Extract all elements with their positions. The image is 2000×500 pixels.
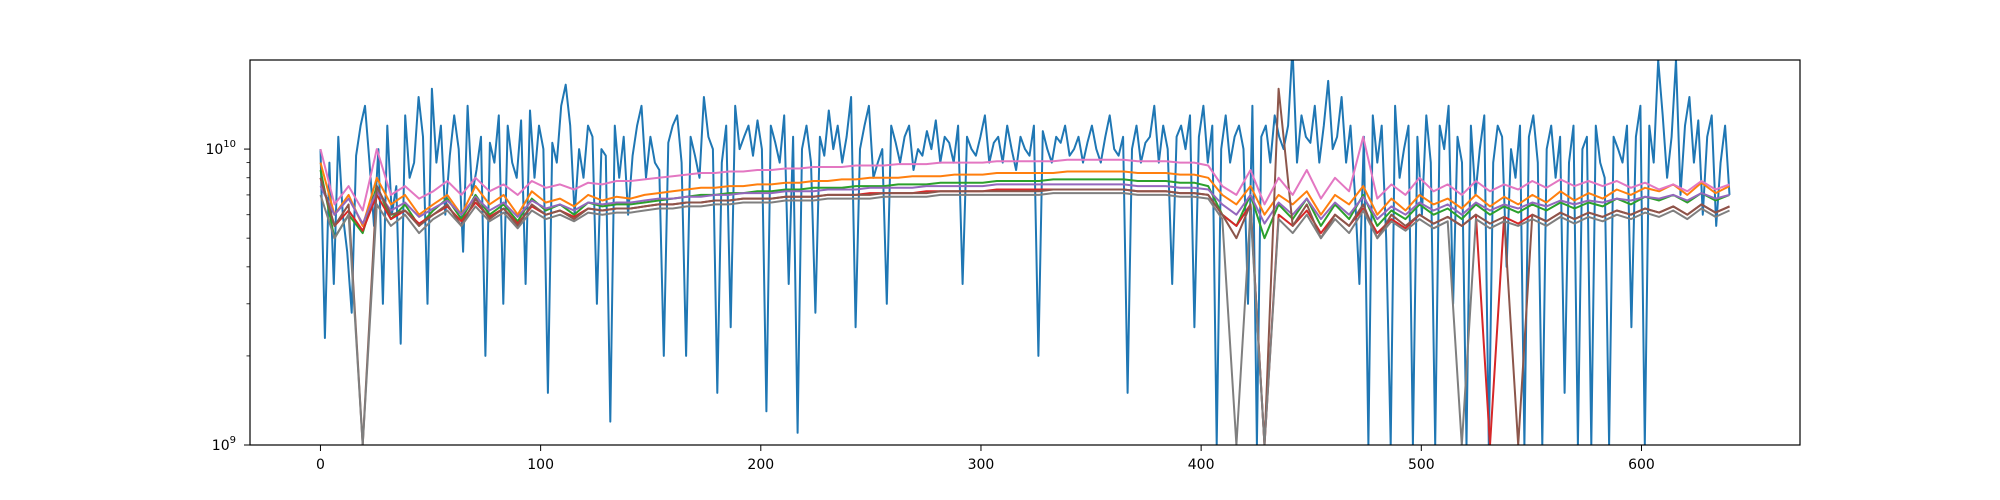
series-line-8 (319, 192, 1730, 445)
y-axis: 109 1010 (205, 139, 250, 454)
x-tick-label: 0 (316, 457, 325, 473)
y-tick-label: 109 (212, 435, 236, 454)
x-tick-label: 100 (527, 457, 554, 473)
series-line-7 (319, 135, 1730, 212)
plot-frame (249, 59, 1801, 446)
x-tick-label: 300 (968, 457, 995, 473)
x-tick-label: 500 (1408, 457, 1435, 473)
series-group (319, 60, 1731, 445)
series-line-2 (319, 162, 1730, 227)
x-tick-label: 400 (1188, 457, 1215, 473)
x-tick-label: 200 (747, 457, 774, 473)
y-tick-label: 1010 (205, 139, 236, 158)
x-tick-label: 600 (1628, 457, 1655, 473)
series-line-6 (319, 87, 1730, 445)
series-line-5 (319, 183, 1730, 225)
series-line-1 (319, 60, 1731, 445)
series-line-4 (319, 177, 1730, 445)
x-axis: 0 100 200 300 400 500 600 (316, 445, 1655, 473)
